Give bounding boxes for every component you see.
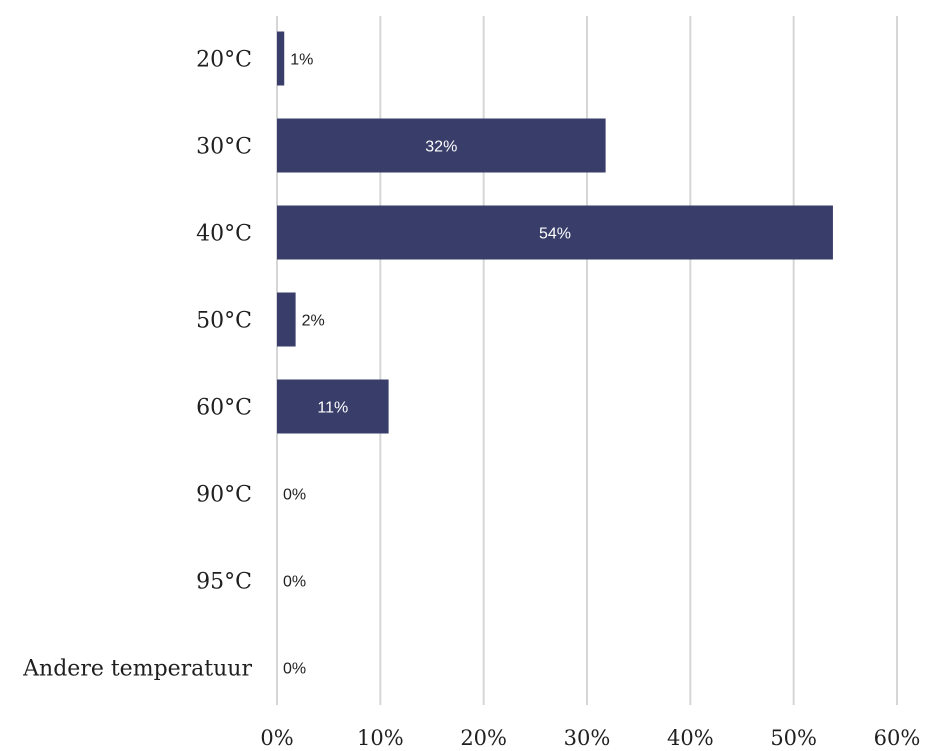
category-label: 30°C	[196, 135, 252, 160]
category-label: 90°C	[196, 483, 252, 508]
data-labels: 1% 32% 54% 2% 11% 0% 0% 0%	[283, 52, 571, 678]
category-label: 40°C	[196, 222, 252, 247]
category-labels: 20°C 30°C 40°C 50°C 60°C 90°C 95°C Andere tempe…	[22, 48, 252, 682]
category-label: 60°C	[196, 396, 252, 421]
x-tick-label: 60%	[874, 726, 921, 750]
category-label: 20°C	[196, 48, 252, 73]
data-label: 0%	[283, 487, 306, 504]
data-label: 0%	[283, 574, 306, 591]
x-tick-label: 50%	[770, 726, 817, 750]
bars	[277, 31, 833, 434]
category-label: 95°C	[196, 570, 252, 595]
bar	[277, 205, 833, 260]
x-tick-label: 40%	[667, 726, 714, 750]
bar	[277, 379, 389, 434]
x-axis-tick-labels: 0% 10% 20% 30% 40% 50% 60%	[260, 726, 920, 750]
data-label: 2%	[302, 313, 325, 330]
data-label: 1%	[290, 52, 313, 69]
bar	[277, 31, 285, 86]
data-label: 11%	[317, 400, 348, 417]
data-label: 54%	[539, 226, 571, 243]
x-tick-label: 30%	[564, 726, 611, 750]
x-tick-label: 10%	[357, 726, 404, 750]
data-label: 0%	[283, 661, 306, 678]
x-tick-label: 0%	[260, 726, 293, 750]
bar	[277, 292, 296, 347]
bar	[277, 118, 606, 173]
category-label: Andere temperatuur	[22, 657, 252, 682]
x-tick-label: 20%	[460, 726, 507, 750]
category-label: 50°C	[196, 309, 252, 334]
data-label: 32%	[425, 139, 457, 156]
